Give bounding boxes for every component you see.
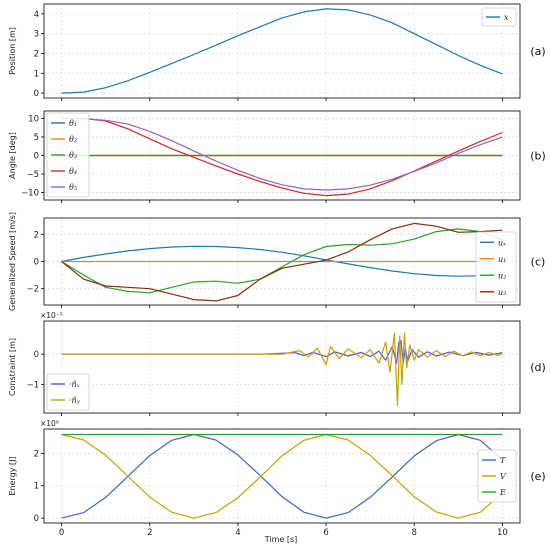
y-tick-label: 0 [34, 514, 39, 524]
x-tick-label: 4 [235, 528, 240, 538]
panel-e: 0 2 4 6 8 10 0 1 2 Energy [J] ×10⁶ (e) TVE [8, 419, 546, 538]
legend-box [477, 449, 517, 503]
legend-label-θ4: θ₄ [69, 167, 77, 176]
series-line-ṅy [61, 332, 503, 407]
plot-frame [43, 428, 521, 524]
y-axis-label: Energy [J] [8, 456, 17, 495]
legend-box [46, 373, 90, 411]
series-line-x [61, 8, 503, 94]
y-tick-label: −10 [21, 189, 39, 199]
y-tick-label: 2 [34, 49, 39, 59]
legend-box [46, 112, 90, 198]
axis-multiplier: ×10⁻⁵ [40, 311, 63, 320]
series-line-T [61, 433, 503, 519]
y-axis-label: Constraint [m] [8, 338, 17, 396]
y-tick-label: 5 [34, 133, 39, 143]
panel-tag: (d) [530, 361, 546, 374]
legend: ·n̂ₓ ·n̂ᵧ [46, 373, 90, 411]
series-line-ux [61, 245, 503, 277]
series-line-θ4 [61, 117, 503, 197]
series-line-ṅx [61, 340, 503, 364]
x-axis-label: Time [s] [264, 535, 298, 544]
y-tick-label: 2 [34, 449, 39, 459]
y-tick-label: 2 [34, 230, 39, 240]
panel-tag: (a) [530, 45, 545, 58]
x-tick-label: 0 [59, 528, 64, 538]
x-tick-label: 8 [412, 528, 417, 538]
legend: θ₁ θ₂ θ₃ θ₄ θ₅ [46, 112, 90, 198]
legend: x [481, 7, 517, 27]
legend-label-x: x [504, 13, 509, 22]
y-tick-label: −1 [26, 380, 39, 390]
y-tick-label: 4 [34, 10, 39, 20]
legend: uₓ u₁ u₂ u₃ [475, 231, 517, 303]
legend-label-θ1: θ₁ [69, 119, 77, 128]
y-tick-label: 0 [34, 258, 39, 268]
y-tick-label: −2 [26, 285, 39, 295]
panel-tag: (b) [530, 150, 546, 163]
x-tick-label: 10 [497, 528, 508, 538]
x-tick-label: 6 [323, 528, 328, 538]
axis-multiplier: ×10⁶ [40, 419, 59, 428]
panel-a: 0 1 2 3 4 Position [m] (a) x [8, 3, 546, 101]
series-line-θ5 [61, 117, 503, 191]
legend-label-u1: u₁ [498, 255, 506, 264]
y-tick-label: −5 [26, 170, 39, 180]
series-line-V [61, 433, 503, 519]
y-axis-label: Angle [deg] [8, 132, 17, 179]
y-tick-label: 0 [34, 89, 39, 99]
panel-d: −1 0 Constraint [m] ×10⁻⁵ (d) ·n̂ₓ ·n̂ᵧ [8, 311, 546, 416]
panel-c: −2 0 2 Generalized Speed [m/s] (c) uₓ u₁ u₂ u₃ [8, 212, 545, 311]
plot-frame [43, 320, 521, 414]
y-tick-label: 1 [34, 482, 39, 492]
plot-frame [43, 3, 521, 99]
y-axis-label: Position [m] [8, 27, 17, 75]
legend-label-θ3: θ₃ [69, 151, 77, 160]
y-tick-label: 0 [34, 152, 39, 162]
legend: TVE [477, 449, 517, 503]
panel-tag: (e) [530, 470, 545, 483]
series-line-u3 [61, 222, 503, 302]
panel-tag: (c) [531, 256, 546, 269]
legend-label-V: V [500, 472, 507, 481]
legend-label-ṅy: ·n̂ᵧ [69, 396, 80, 405]
legend-label-u3: u₃ [498, 288, 506, 297]
legend-label-E: E [499, 488, 506, 497]
legend-label-ux: uₓ [498, 238, 506, 247]
legend-label-θ2: θ₂ [69, 135, 77, 144]
legend-label-T: T [500, 456, 506, 465]
legend-label-θ5: θ₅ [69, 183, 78, 192]
legend-label-ṅx: ·n̂ₓ [69, 380, 80, 389]
panel-b: −10 −5 0 5 10 Angle [deg] (b) θ₁ θ₂ θ₃ θ₄ θ₅ [8, 110, 546, 203]
y-tick-label: 3 [34, 30, 39, 40]
legend-box [475, 231, 517, 303]
legend-label-u2: u₂ [498, 271, 506, 280]
y-axis-label: Generalized Speed [m/s] [8, 212, 17, 311]
y-tick-label: 1 [34, 69, 39, 79]
x-tick-label: 2 [147, 528, 152, 538]
y-tick-label: 10 [28, 114, 39, 124]
y-tick-label: 0 [34, 350, 39, 360]
series-line-u2 [61, 228, 503, 294]
